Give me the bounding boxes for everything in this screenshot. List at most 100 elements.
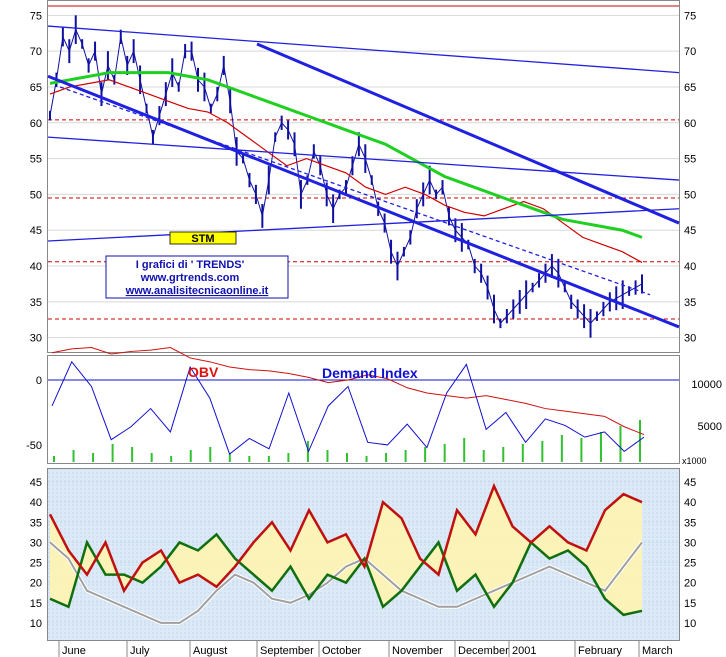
oscillator-tick-left: 20 — [30, 578, 42, 590]
obv-label: OBV — [188, 364, 219, 380]
price-tick-left: 35 — [30, 297, 42, 309]
volume-bar — [267, 456, 270, 462]
volume-bar — [248, 456, 251, 462]
volume-bar — [72, 450, 75, 462]
oscillator-tick-right: 45 — [684, 477, 696, 489]
indicator-tick-left: 0 — [36, 375, 42, 387]
price-tick-right: 50 — [684, 189, 696, 201]
month-label: December — [458, 645, 509, 657]
unit-label: x1000 — [682, 456, 707, 466]
price-tick-left: 45 — [30, 225, 42, 237]
oscillator-tick-left: 25 — [30, 558, 42, 570]
price-tick-left: 65 — [30, 82, 42, 94]
price-tick-left: 40 — [30, 261, 42, 273]
oscillator-tick-right: 15 — [684, 598, 696, 610]
volume-bar — [150, 453, 153, 462]
volume-bar — [463, 438, 466, 462]
oscillator-fill — [50, 486, 642, 615]
oscillator-tick-right: 25 — [684, 558, 696, 570]
volume-bar — [639, 420, 641, 462]
volume-bar — [111, 444, 114, 462]
axis-ticks: 30 30 35 35 40 40 45 45 50 50 55 55 60 60 65 65 70 70 75 75… — [26, 10, 722, 630]
oscillator-line-0 — [48, 482, 643, 594]
oscillator-tick-right: 10 — [684, 618, 696, 630]
volume-bar — [326, 450, 329, 462]
price-tick-right: 35 — [684, 297, 696, 309]
price-tick-left: 30 — [30, 333, 42, 345]
demand-index-line — [51, 360, 645, 455]
demand-index-label: Demand Index — [322, 365, 418, 381]
short-moving-average — [49, 79, 643, 263]
oscillator-tick-left: 40 — [30, 497, 42, 509]
oscillator-tick-right: 20 — [684, 578, 696, 590]
oscillator-line-2 — [49, 541, 643, 624]
indicator-tick-right: 5000 — [698, 421, 722, 433]
oscillator-tick-right: 35 — [684, 517, 696, 529]
price-tick-right: 65 — [684, 82, 696, 94]
oscillator-tick-left: 15 — [30, 598, 42, 610]
volume-bar — [385, 453, 388, 462]
indicator-tick-left: -50 — [26, 440, 42, 452]
oscillator-tick-left: 10 — [30, 618, 42, 630]
price-tick-right: 60 — [684, 118, 696, 130]
month-label: June — [62, 645, 86, 657]
volume-bar — [443, 444, 446, 462]
price-tick-right: 30 — [684, 333, 696, 345]
volume-bar — [131, 447, 134, 462]
month-label: August — [193, 645, 227, 657]
indicator-series — [51, 347, 645, 462]
oscillator-tick-right: 40 — [684, 497, 696, 509]
price-tick-right: 45 — [684, 225, 696, 237]
month-label: September — [260, 645, 314, 657]
volume-bar — [170, 456, 173, 462]
price-tick-right: 55 — [684, 154, 696, 166]
indicator-tick-right: 10000 — [691, 379, 722, 391]
trendline — [59, 86, 651, 296]
credit-box — [105, 255, 289, 299]
volume-bar — [404, 450, 407, 462]
price-tick-left: 50 — [30, 189, 42, 201]
oscillator-series — [48, 482, 644, 625]
obv-line — [51, 347, 645, 435]
trendline — [47, 74, 680, 329]
month-label: November — [392, 645, 443, 657]
ticker-box — [169, 231, 237, 245]
volume-bar — [189, 450, 192, 462]
credit-line-2: www.grtrends.com — [140, 272, 240, 284]
indicator-panel — [47, 355, 680, 464]
oscillator-tick-left: 45 — [30, 477, 42, 489]
volume-bar — [521, 444, 524, 462]
volume-bar — [580, 438, 583, 462]
oscillator-tick-right: 30 — [684, 537, 696, 549]
trendline — [47, 25, 680, 74]
volume-bar — [619, 426, 622, 462]
volume-bar — [424, 447, 427, 462]
month-label: March — [642, 645, 673, 657]
ticker-label: STM — [191, 233, 214, 245]
price-tick-right: 75 — [684, 10, 696, 22]
month-labels: June July August September October November De… — [58, 640, 673, 657]
price-tick-left: 55 — [30, 154, 42, 166]
month-label: February — [578, 645, 623, 657]
price-tick-left: 70 — [30, 46, 42, 58]
price-tick-left: 75 — [30, 10, 42, 22]
volume-bar — [228, 453, 231, 462]
oscillator-tick-left: 35 — [30, 517, 42, 529]
credit-line-3: www.analisitecnicaonline.it — [125, 285, 269, 297]
month-label: October — [322, 645, 361, 657]
price-tick-left: 60 — [30, 118, 42, 130]
volume-bar — [287, 453, 290, 462]
volume-bar — [306, 441, 309, 462]
trendline — [47, 136, 680, 181]
volume-bar — [599, 432, 602, 462]
trendlines — [47, 25, 680, 329]
oscillator-tick-left: 30 — [30, 537, 42, 549]
volume-bar — [346, 453, 348, 462]
month-label: July — [130, 645, 150, 657]
volume-bar — [541, 441, 544, 462]
volume-bar — [482, 450, 485, 462]
price-tick-right: 70 — [684, 46, 696, 58]
volume-bar — [53, 456, 55, 462]
volume-bar — [560, 435, 563, 462]
